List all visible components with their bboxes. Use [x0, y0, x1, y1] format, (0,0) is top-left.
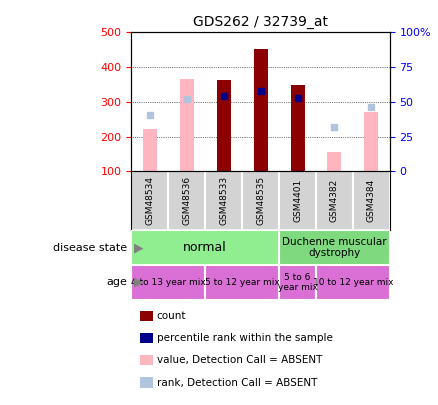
- Bar: [254, 49, 268, 171]
- Text: GSM48534: GSM48534: [145, 176, 154, 225]
- Bar: [143, 129, 157, 171]
- Text: rank, Detection Call = ABSENT: rank, Detection Call = ABSENT: [157, 378, 317, 388]
- Text: Duchenne muscular
dystrophy: Duchenne muscular dystrophy: [282, 237, 387, 258]
- Text: age: age: [106, 277, 127, 287]
- Bar: [217, 80, 231, 171]
- Bar: [242, 171, 279, 230]
- Text: count: count: [157, 311, 186, 321]
- Text: ▶: ▶: [134, 276, 143, 289]
- Text: GSM4382: GSM4382: [330, 179, 339, 222]
- Bar: [279, 230, 390, 265]
- Text: GSM4384: GSM4384: [367, 179, 376, 222]
- Text: 10 to 12 year mix: 10 to 12 year mix: [313, 278, 393, 287]
- Text: disease state: disease state: [53, 243, 127, 253]
- Bar: [316, 171, 353, 230]
- Bar: [279, 171, 316, 230]
- Bar: [131, 230, 279, 265]
- Bar: [131, 265, 205, 300]
- Text: value, Detection Call = ABSENT: value, Detection Call = ABSENT: [157, 356, 322, 365]
- Text: normal: normal: [184, 241, 227, 254]
- Bar: [205, 265, 279, 300]
- Bar: [279, 265, 316, 300]
- Text: GSM4401: GSM4401: [293, 179, 302, 222]
- Bar: [180, 79, 194, 171]
- Bar: [328, 152, 342, 171]
- Text: percentile rank within the sample: percentile rank within the sample: [157, 333, 333, 343]
- Text: ▶: ▶: [134, 241, 143, 254]
- Bar: [131, 171, 168, 230]
- Text: 4 to 13 year mix: 4 to 13 year mix: [131, 278, 206, 287]
- Bar: [290, 85, 304, 171]
- Bar: [364, 112, 378, 171]
- Text: GSM48536: GSM48536: [182, 176, 191, 225]
- Text: GSM48533: GSM48533: [219, 176, 228, 225]
- Bar: [168, 171, 205, 230]
- Title: GDS262 / 32739_at: GDS262 / 32739_at: [193, 15, 328, 29]
- Bar: [205, 171, 242, 230]
- Text: 5 to 12 year mix: 5 to 12 year mix: [205, 278, 279, 287]
- Bar: [316, 265, 390, 300]
- Text: 5 to 6
year mix: 5 to 6 year mix: [278, 273, 318, 292]
- Text: GSM48535: GSM48535: [256, 176, 265, 225]
- Bar: [353, 171, 390, 230]
